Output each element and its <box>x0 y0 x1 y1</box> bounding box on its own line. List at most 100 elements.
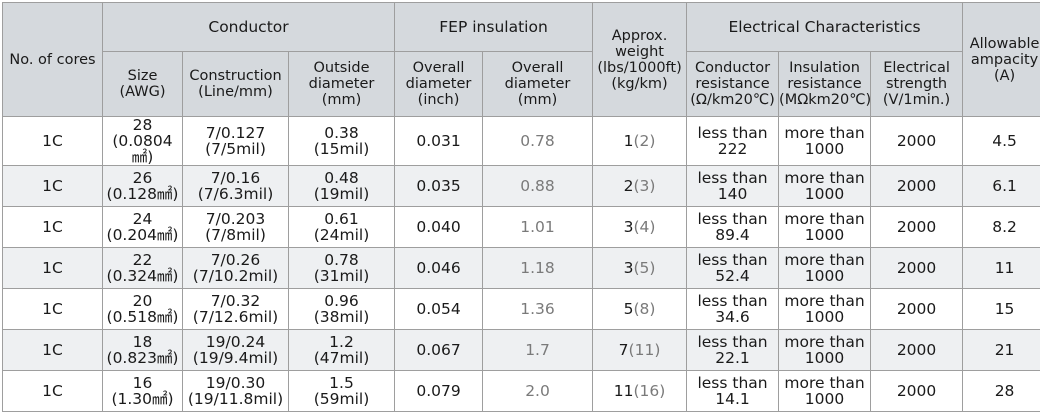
cell-ir-value: 1000 <box>804 226 845 244</box>
cell-size-mm2: (0.0804㎟) <box>112 132 173 166</box>
header-cr-line1: Conductor <box>694 60 771 76</box>
cell-construction-mil: (7/10.2mil) <box>192 267 279 285</box>
cell-overall-diameter-inch: 0.040 <box>394 206 484 248</box>
header-electrical-strength: Electrical strength (V/1min.) <box>870 51 964 117</box>
cell-od-mm: 0.78 <box>324 251 359 269</box>
cell-construction-mm: 19/0.24 <box>205 333 266 351</box>
cell-construction-mm: 7/0.32 <box>210 292 261 310</box>
cell-weight: 11(16) <box>592 370 688 412</box>
cell-ampacity: 8.2 <box>962 206 1040 248</box>
cell-ir-value: 1000 <box>804 267 845 285</box>
cell-outside-diameter: 0.61 (24mil) <box>287 206 396 248</box>
header-omm-line3: (mm) <box>517 92 558 108</box>
header-size-line2: (AWG) <box>119 84 166 100</box>
header-cr-line2: resistance <box>695 76 770 92</box>
header-size: Size (AWG) <box>102 51 183 117</box>
header-weight-line2: weight <box>615 43 664 60</box>
cell-weight-kg: (8) <box>633 300 656 318</box>
cell-weight: 3(4) <box>592 206 688 248</box>
cell-overall-diameter-inch: 0.054 <box>394 288 484 330</box>
header-es-line2: strength <box>886 76 948 92</box>
cell-od-mm: 1.2 <box>329 333 354 351</box>
cell-cr-qualifier: less than <box>697 374 768 392</box>
cell-weight: 7(11) <box>592 329 688 371</box>
cell-cores: 1C <box>2 370 103 412</box>
header-ir-line1: Insulation <box>789 60 860 76</box>
cell-insulation-resistance: more than 1000 <box>778 165 872 207</box>
cell-conductor-resistance: less than 89.4 <box>686 206 780 248</box>
cell-overall-diameter-mm: 0.88 <box>482 165 594 207</box>
cell-ir-value: 1000 <box>804 390 845 408</box>
cell-overall-diameter-mm: 2.0 <box>482 370 594 412</box>
table-row: 1C 24 (0.204㎟) 7/0.203 (7/8mil) 0.61 (24mil… <box>2 206 1040 248</box>
cell-cr-value: 89.4 <box>715 226 750 244</box>
cell-construction-mil: (7/6.3mil) <box>197 185 274 203</box>
cell-conductor-resistance: less than 14.1 <box>686 370 780 412</box>
cell-overall-diameter-mm: 1.36 <box>482 288 594 330</box>
header-od-line2: diameter <box>308 76 375 92</box>
cell-od-mil: (59mil) <box>313 390 370 408</box>
header-od-line1: Outside <box>313 60 370 76</box>
cell-overall-diameter-inch: 0.035 <box>394 165 484 207</box>
cell-od-mil: (24mil) <box>313 226 370 244</box>
cell-cores: 1C <box>2 206 103 248</box>
cell-construction: 7/0.32 (7/12.6mil) <box>182 288 289 330</box>
cell-ir-value: 1000 <box>804 140 845 158</box>
cell-overall-diameter-mm: 0.78 <box>482 116 594 166</box>
table-body: 1C 28 (0.0804㎟) 7/0.127 (7/5mil) 0.38 (15mi… <box>2 116 1040 412</box>
cell-ir-qualifier: more than <box>784 374 865 392</box>
header-ampacity-line3: (A) <box>993 67 1016 84</box>
cell-ampacity: 6.1 <box>962 165 1040 207</box>
cell-ir-value: 1000 <box>804 308 845 326</box>
cell-od-mm: 0.38 <box>324 124 359 142</box>
cell-overall-diameter-inch: 0.046 <box>394 247 484 289</box>
cell-size-awg: 16 <box>132 374 153 392</box>
cell-construction-mil: (7/12.6mil) <box>192 308 279 326</box>
cell-cr-value: 34.6 <box>715 308 750 326</box>
cell-ampacity: 15 <box>962 288 1040 330</box>
cell-weight-lbs: 2 <box>623 177 634 195</box>
cell-construction-mil: (19/11.8mil) <box>187 390 284 408</box>
cell-electrical-strength: 2000 <box>870 247 964 289</box>
cell-construction-mil: (7/8mil) <box>205 226 266 244</box>
cell-electrical-strength: 2000 <box>870 370 964 412</box>
cell-weight: 5(8) <box>592 288 688 330</box>
cell-construction-mm: 7/0.203 <box>205 210 266 228</box>
cell-weight-kg: (2) <box>633 132 656 150</box>
cell-weight: 1(2) <box>592 116 688 166</box>
cell-overall-diameter-mm: 1.18 <box>482 247 594 289</box>
cell-electrical-strength: 2000 <box>870 206 964 248</box>
cell-ampacity: 21 <box>962 329 1040 371</box>
cell-electrical-strength: 2000 <box>870 329 964 371</box>
header-allowable-ampacity: Allowable ampacity (A) <box>962 2 1040 117</box>
header-ampacity-line2: ampacity <box>970 51 1039 68</box>
cell-construction-mm: 7/0.26 <box>210 251 261 269</box>
cell-cr-qualifier: less than <box>697 251 768 269</box>
cell-ir-value: 1000 <box>804 349 845 367</box>
cell-size-mm2: (0.204㎟) <box>106 226 179 244</box>
cell-outside-diameter: 0.38 (15mil) <box>287 116 396 166</box>
cell-conductor-resistance: less than 34.6 <box>686 288 780 330</box>
cell-conductor-resistance: less than 140 <box>686 165 780 207</box>
cell-od-mm: 1.5 <box>329 374 354 392</box>
header-weight-line4: (kg/km) <box>611 75 668 92</box>
header-overall-diameter-mm: Overall diameter (mm) <box>482 51 594 117</box>
cell-insulation-resistance: more than 1000 <box>778 370 872 412</box>
cell-construction-mm: 19/0.30 <box>205 374 266 392</box>
cell-od-mil: (19mil) <box>313 185 370 203</box>
cell-conductor-resistance: less than 22.1 <box>686 329 780 371</box>
header-od-line3: (mm) <box>321 92 362 108</box>
cell-size-awg: 22 <box>132 251 153 269</box>
cell-weight-kg: (5) <box>633 259 656 277</box>
cell-construction: 7/0.203 (7/8mil) <box>182 206 289 248</box>
cell-cr-value: 22.1 <box>715 349 750 367</box>
cell-size-mm2: (1.30㎟) <box>111 390 174 408</box>
cell-construction: 19/0.24 (19/9.4mil) <box>182 329 289 371</box>
header-cr-line3: (Ω/km20℃) <box>690 92 775 108</box>
cell-cores: 1C <box>2 247 103 289</box>
header-construction-line2: (Line/mm) <box>198 84 273 100</box>
cell-size-mm2: (0.128㎟) <box>106 185 179 203</box>
header-omm-line1: Overall <box>511 60 564 76</box>
cell-ir-qualifier: more than <box>784 210 865 228</box>
